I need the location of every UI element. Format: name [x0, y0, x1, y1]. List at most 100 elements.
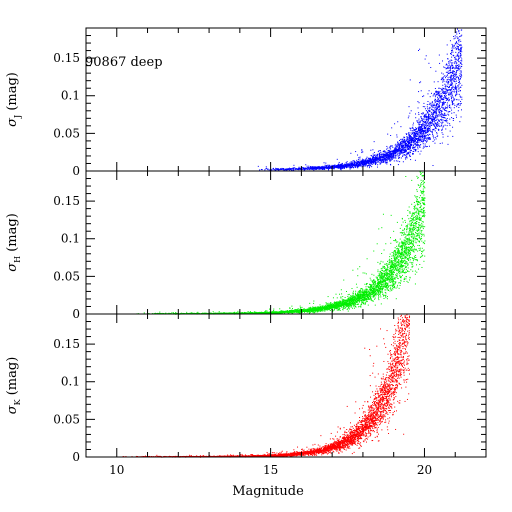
data-point — [346, 166, 348, 168]
data-point — [398, 149, 400, 151]
data-point — [412, 122, 414, 124]
data-point — [428, 145, 430, 147]
data-point — [405, 250, 407, 252]
data-point — [339, 164, 341, 166]
data-point — [411, 138, 413, 140]
data-point — [456, 63, 458, 65]
data-point — [413, 137, 415, 139]
data-point — [334, 166, 336, 168]
data-point — [439, 115, 441, 117]
data-point — [447, 61, 449, 63]
data-point — [332, 297, 334, 299]
data-point — [391, 272, 393, 274]
data-point — [347, 164, 349, 166]
data-point — [428, 111, 430, 113]
data-point — [453, 38, 455, 40]
data-point — [393, 155, 395, 157]
data-point — [349, 165, 351, 167]
data-point — [346, 164, 348, 166]
data-point — [380, 155, 382, 157]
data-point — [459, 81, 461, 83]
data-point — [386, 148, 388, 150]
data-point — [406, 254, 408, 256]
data-point — [411, 137, 413, 139]
data-point — [440, 111, 442, 113]
data-point — [409, 142, 411, 144]
data-point — [309, 302, 311, 304]
data-point — [388, 151, 390, 153]
data-point — [311, 168, 313, 170]
data-point — [426, 126, 428, 128]
data-point — [422, 135, 424, 137]
data-point — [382, 159, 384, 161]
data-point — [389, 160, 391, 162]
data-point — [393, 150, 395, 152]
data-point — [379, 150, 381, 152]
data-point — [406, 246, 408, 248]
data-point — [456, 66, 458, 68]
data-point — [276, 168, 278, 170]
data-point — [431, 113, 433, 115]
data-point — [425, 132, 427, 134]
data-point — [369, 295, 371, 297]
data-point — [421, 141, 423, 143]
data-point — [385, 289, 387, 291]
data-point — [414, 239, 416, 241]
data-point — [390, 153, 392, 155]
data-point — [456, 69, 458, 71]
data-point — [405, 265, 407, 267]
data-point — [460, 29, 462, 31]
data-point — [361, 152, 363, 154]
data-point — [383, 275, 385, 277]
data-point — [451, 92, 453, 94]
data-point — [416, 198, 418, 200]
data-point — [454, 57, 456, 59]
data-point — [398, 154, 400, 156]
data-point — [422, 129, 424, 131]
data-point — [364, 303, 366, 305]
data-point — [424, 132, 426, 134]
data-point — [408, 135, 410, 137]
data-point — [393, 253, 395, 255]
data-point — [438, 92, 440, 93]
data-point — [440, 96, 442, 98]
data-point — [426, 129, 428, 131]
data-point — [408, 136, 410, 138]
data-point — [411, 139, 413, 141]
data-point — [394, 147, 396, 149]
data-point — [363, 159, 365, 161]
data-point — [342, 308, 344, 310]
data-point — [342, 164, 344, 166]
data-point — [437, 118, 439, 120]
data-point — [395, 150, 397, 152]
data-point — [456, 76, 458, 78]
data-point — [398, 144, 400, 146]
data-point — [341, 162, 343, 164]
data-point — [413, 143, 415, 145]
data-point — [436, 132, 438, 134]
data-point — [366, 159, 368, 161]
data-point — [424, 117, 426, 119]
data-point — [435, 115, 437, 117]
data-point — [458, 41, 460, 43]
data-point — [388, 259, 390, 261]
data-point — [417, 121, 419, 123]
data-point — [425, 122, 427, 124]
data-point — [373, 274, 375, 276]
data-point — [423, 116, 425, 118]
data-point — [411, 248, 413, 250]
data-point — [438, 129, 440, 131]
data-point — [406, 261, 408, 263]
data-point — [376, 155, 378, 157]
y-tick-label: 0.15 — [53, 51, 80, 65]
data-point — [389, 277, 391, 279]
data-point — [298, 167, 300, 169]
data-point — [412, 141, 414, 143]
data-point — [418, 91, 420, 93]
data-point — [441, 106, 443, 108]
data-point — [409, 142, 411, 144]
data-point — [361, 166, 363, 168]
data-point — [460, 73, 462, 75]
data-point — [403, 234, 405, 236]
data-point — [439, 100, 441, 102]
